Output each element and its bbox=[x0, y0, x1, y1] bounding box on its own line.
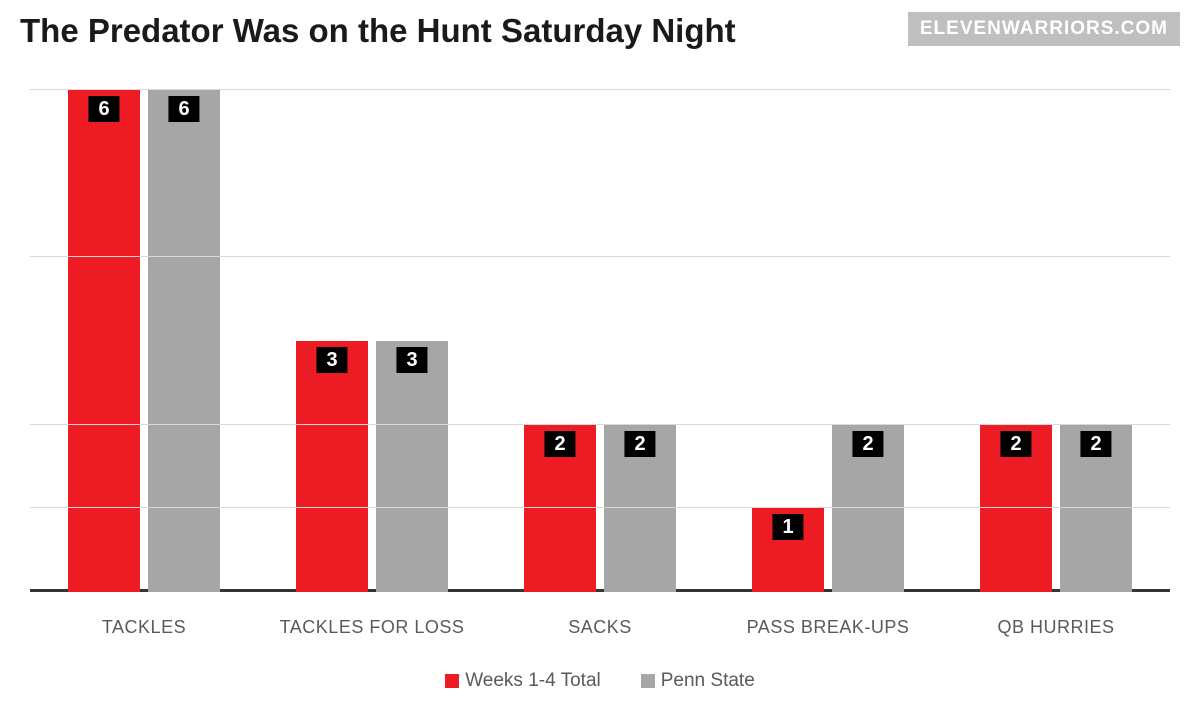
brand-badge: ELEVENWARRIORS.COM bbox=[908, 12, 1180, 46]
bar-value-label: 2 bbox=[544, 431, 575, 457]
bar-value-label: 2 bbox=[1000, 431, 1031, 457]
chart-title: The Predator Was on the Hunt Saturday Ni… bbox=[20, 12, 736, 50]
bar-value-label: 3 bbox=[396, 347, 427, 373]
x-label: TACKLES bbox=[30, 617, 258, 638]
x-label: QB HURRIES bbox=[942, 617, 1170, 638]
bar-value-label: 2 bbox=[1080, 431, 1111, 457]
bar: 1 bbox=[752, 508, 824, 592]
gridline bbox=[30, 89, 1170, 90]
legend-swatch bbox=[445, 674, 459, 688]
legend-item: Weeks 1-4 Total bbox=[445, 670, 601, 692]
bar-value-label: 2 bbox=[624, 431, 655, 457]
bar-value-label: 2 bbox=[852, 431, 883, 457]
x-axis-labels: TACKLESTACKLES FOR LOSSSACKSPASS BREAK-U… bbox=[30, 617, 1170, 638]
bar-group: 66 bbox=[30, 90, 258, 592]
plot-area: 6633221222 bbox=[30, 90, 1170, 592]
legend-item: Penn State bbox=[641, 670, 755, 692]
legend-label: Penn State bbox=[661, 670, 755, 692]
bar: 3 bbox=[376, 341, 448, 592]
bar-groups: 6633221222 bbox=[30, 90, 1170, 592]
bar-value-label: 6 bbox=[88, 96, 119, 122]
gridline bbox=[30, 424, 1170, 425]
bar-group: 22 bbox=[942, 90, 1170, 592]
legend-swatch bbox=[641, 674, 655, 688]
bar-value-label: 1 bbox=[772, 514, 803, 540]
bar-group: 33 bbox=[258, 90, 486, 592]
x-label: TACKLES FOR LOSS bbox=[258, 617, 486, 638]
bar-value-label: 6 bbox=[168, 96, 199, 122]
legend-label: Weeks 1-4 Total bbox=[465, 670, 601, 692]
legend: Weeks 1-4 Total Penn State bbox=[0, 670, 1200, 692]
chart-header: The Predator Was on the Hunt Saturday Ni… bbox=[0, 0, 1200, 50]
bar-group: 12 bbox=[714, 90, 942, 592]
bar: 6 bbox=[148, 90, 220, 592]
plot: 6633221222 bbox=[30, 90, 1170, 592]
gridline bbox=[30, 507, 1170, 508]
x-label: PASS BREAK-UPS bbox=[714, 617, 942, 638]
gridline bbox=[30, 256, 1170, 257]
bar: 3 bbox=[296, 341, 368, 592]
x-label: SACKS bbox=[486, 617, 714, 638]
bar-value-label: 3 bbox=[316, 347, 347, 373]
bar: 6 bbox=[68, 90, 140, 592]
bar-group: 22 bbox=[486, 90, 714, 592]
